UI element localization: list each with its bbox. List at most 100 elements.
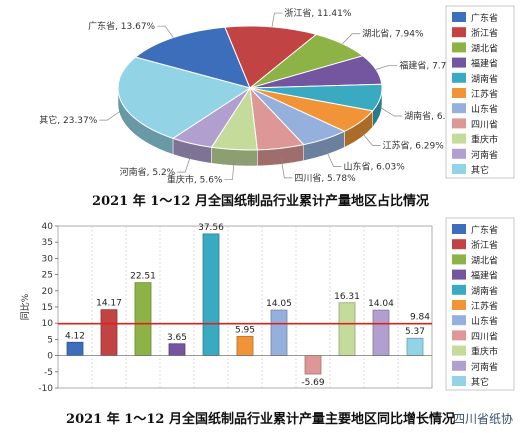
bar-legend-item-6: 山东省 [471, 315, 498, 327]
bar-value-label-5: 5.95 [235, 325, 255, 335]
pie-leader-line-2 [342, 33, 361, 44]
pie-legend-swatch-2 [452, 42, 466, 53]
pie-legend-swatch-4 [452, 72, 466, 83]
pie-legend-swatch-8 [452, 133, 466, 144]
pie-leader-line-1 [271, 12, 283, 27]
bar-legend-item-5: 江苏省 [471, 300, 498, 312]
pie-leader-line-10 [99, 110, 122, 121]
y-tick-label-0: 40 [42, 222, 54, 232]
bar-value-label-2: 22.51 [130, 272, 156, 282]
bar-legend-item-1: 浙江省 [471, 239, 498, 251]
pie-legend-swatch-5 [452, 88, 466, 98]
pie-chart-title: 2021 年 1～12 月全国纸制品行业累计产量地区占比情况 [92, 194, 429, 209]
bar-value-label-0: 4.12 [65, 331, 85, 341]
bar-value-label-8: 16.31 [334, 292, 360, 302]
bar-legend-item-8: 重庆市 [471, 346, 498, 358]
bar-9 [372, 309, 390, 356]
pie-legend-swatch-1 [452, 27, 466, 38]
bar-3 [168, 343, 186, 357]
pie-legend-item-4: 湖南省 [471, 73, 498, 85]
y-tick-label-2: 30 [42, 254, 54, 264]
pie-label-5: 江苏省, 6.29% [383, 139, 445, 151]
bar-legend-item-7: 四川省 [471, 330, 498, 342]
pie-legend-item-10: 其它 [471, 164, 489, 176]
pie-legend-item-9: 河南省 [471, 149, 498, 161]
pie-chart-panel: 广东省, 13.67% 浙江省, 11.41% 湖北省, 7.94% 福建省, 7.7… [0, 0, 521, 210]
bar-legend-swatch-10 [452, 376, 466, 386]
pie-legend-item-1: 浙江省 [471, 27, 498, 39]
bar-value-label-4: 37.56 [198, 223, 224, 233]
bar-0 [66, 341, 84, 357]
bar-chart-panel: 40 35 30 25 20 15 10 5 0 -5 -10 同比% 4.12 14.17 22.51 3.… [0, 212, 521, 433]
pie-legend-item-5: 江苏省 [471, 88, 498, 100]
pie-leader-line-8 [224, 159, 235, 180]
bar-legend-item-4: 湖南省 [471, 285, 498, 297]
bar-2 [134, 282, 152, 357]
y-tick-label-9: -5 [44, 368, 53, 378]
pie-leader-line-4 [380, 107, 403, 117]
bar-7 [304, 355, 322, 375]
bar-legend-item-9: 河南省 [471, 361, 498, 373]
bar-legend-swatch-6 [452, 315, 466, 326]
bar-4 [202, 233, 220, 356]
pie-legend-swatch-0 [452, 12, 466, 22]
bar-chart: 40 35 30 25 20 15 10 5 0 -5 -10 同比% 4.12 14.17 22.51 3.… [19, 217, 515, 394]
bar-8 [338, 302, 356, 356]
bar-legend-swatch-2 [452, 254, 466, 265]
pie-labels: 广东省, 13.67%浙江省, 11.41%湖北省, 7.94%福建省, 7.7… [39, 7, 466, 185]
bar-legend-swatch-7 [452, 330, 466, 341]
pie-label-8: 重庆市, 5.6% [167, 173, 223, 185]
bar-legend-swatch-8 [452, 345, 466, 356]
bar-value-label-6: 14.05 [266, 299, 292, 309]
pie-label-7: 四川省, 5.78% [294, 172, 356, 184]
y-tick-label-7: 5 [47, 335, 53, 345]
pie-leader-line-7 [280, 157, 293, 179]
pie-legend-swatch-6 [452, 103, 466, 114]
bar-chart-title: 2021 年 1～12 月全国纸制品行业累计产量主要地区同比增长情况 [66, 412, 455, 427]
pie-label-10: 其它, 23.37% [39, 114, 97, 126]
pie-slice-1 [224, 25, 318, 89]
pie-leader-line-3 [375, 64, 398, 70]
pie-label-0: 广东省, 13.67% [88, 20, 155, 32]
pie-label-6: 山东省, 6.03% [343, 160, 405, 172]
bar-10 [406, 337, 424, 357]
bar-legend-swatch-5 [452, 300, 466, 310]
pie-legend-swatch-9 [452, 148, 466, 159]
watermark: 四川省纸协 [452, 412, 513, 426]
pie-slice-10 [117, 56, 252, 139]
pie-chart: 广东省, 13.67%浙江省, 11.41%湖北省, 7.94%福建省, 7.7… [39, 5, 515, 185]
pie-legend-item-7: 四川省 [471, 118, 498, 130]
reference-line-label: 9.84 [410, 313, 430, 323]
y-tick-label-4: 20 [42, 287, 54, 297]
bar-legend-swatch-1 [452, 239, 466, 250]
y-tick-label-1: 35 [42, 238, 53, 248]
y-tick-label-3: 25 [42, 271, 53, 281]
y-tick-label-6: 10 [42, 319, 54, 329]
pie-label-2: 湖北省, 7.94% [362, 28, 424, 40]
pie-legend-swatch-10 [452, 164, 466, 174]
y-axis-label: 同比% [19, 293, 31, 320]
pie-label-1: 浙江省, 11.41% [284, 7, 351, 19]
bar-6 [270, 309, 288, 357]
bar-value-label-7: -5.69 [301, 378, 325, 388]
bar-value-label-1: 14.17 [96, 299, 122, 309]
pie-legend-item-0: 广东省 [471, 12, 498, 24]
bar-legend-swatch-0 [452, 224, 466, 234]
pie-legend-item-8: 重庆市 [471, 134, 498, 146]
bar-legend-item-0: 广东省 [471, 224, 498, 236]
bar-y-axis: 40 35 30 25 20 15 10 5 0 -5 -10 [38, 222, 58, 394]
pie-legend-item-2: 湖北省 [471, 42, 498, 54]
pie-legend-item-6: 山东省 [471, 103, 498, 115]
pie-label-9: 河南省, 5.2% [120, 166, 176, 178]
pie-slices [117, 25, 383, 151]
y-tick-label-5: 15 [42, 303, 53, 313]
bar-value-label-10: 5.37 [405, 327, 425, 337]
bar-legend-item-10: 其它 [471, 376, 489, 388]
bar-value-label-9: 14.04 [368, 299, 394, 309]
pie-legend-item-3: 福建省 [471, 58, 498, 70]
pie-legend-swatch-3 [452, 57, 466, 68]
bar-plot-area [57, 225, 433, 389]
y-tick-label-8: 0 [47, 352, 53, 362]
